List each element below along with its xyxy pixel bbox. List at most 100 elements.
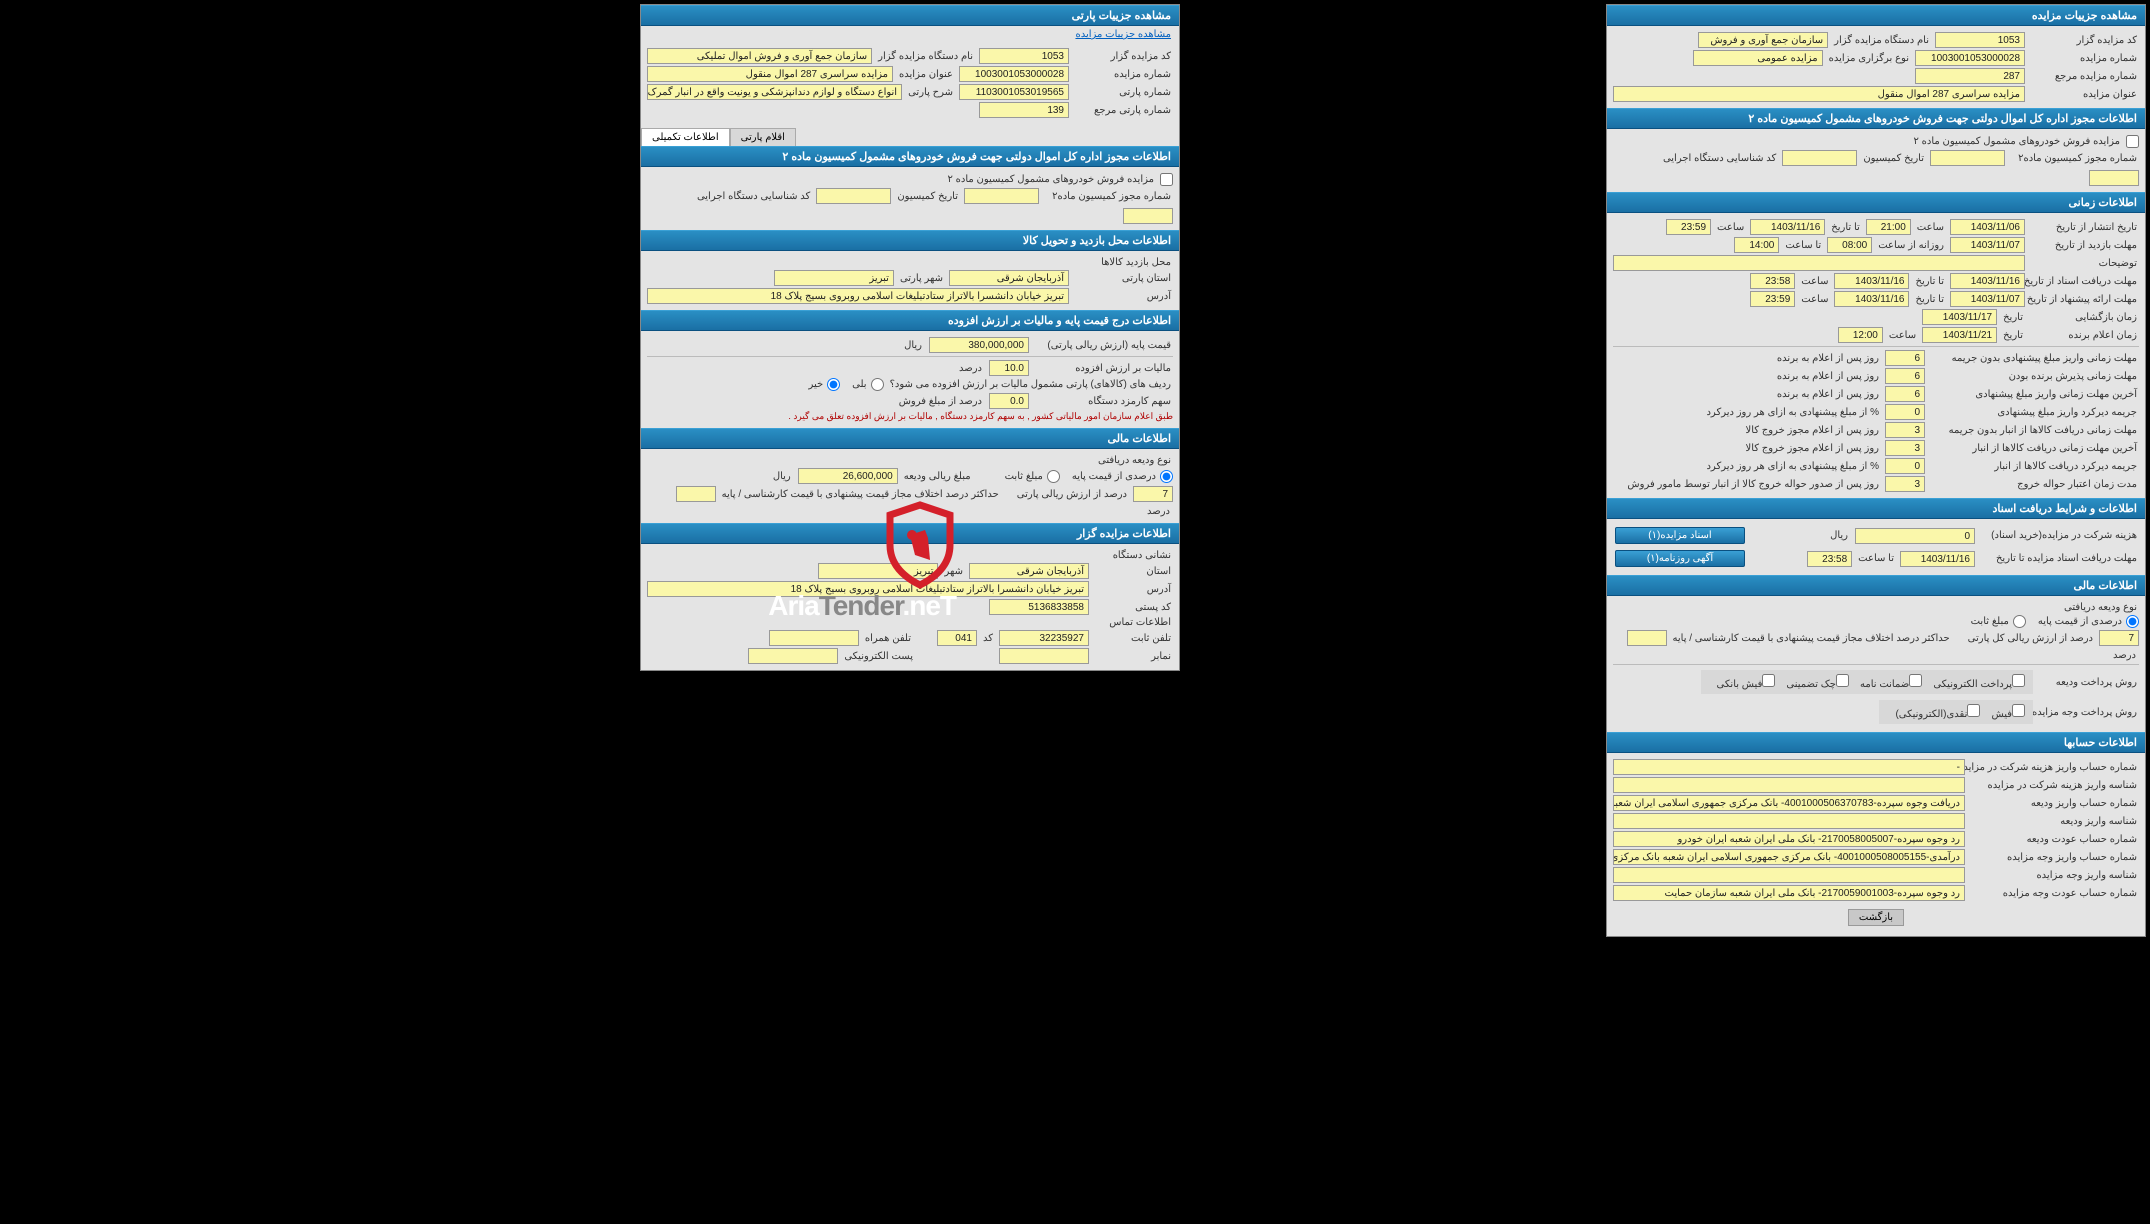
- p-city: تبریز: [774, 270, 894, 286]
- winner-date-prefix: تاریخ: [2001, 330, 2025, 341]
- c-fax: [999, 648, 1089, 664]
- fee-lbl: هزینه شرکت در مزایده(خرید اسناد): [1979, 530, 2139, 541]
- acc6-lbl: شماره حساب واریز وجه مزایده: [1969, 852, 2139, 863]
- to-date-lbl-2: تا تاریخ: [1913, 276, 1946, 287]
- chk-cheque[interactable]: [1836, 674, 1849, 687]
- max-diff-unit: درصد: [2113, 650, 2136, 661]
- dl2: 6: [1885, 368, 1925, 384]
- doc-from: 1403/11/16: [1950, 273, 2025, 289]
- p-no: 1003001053000028: [959, 66, 1069, 82]
- permit-exec-field: [2089, 170, 2139, 186]
- pct-base-radio[interactable]: [2126, 615, 2139, 628]
- publish-from-lbl: تاریخ انتشار از تاریخ: [2029, 222, 2139, 233]
- vat-no-radio[interactable]: [827, 378, 840, 391]
- permit-subject-label: مزایده فروش خودروهای مشمول کمیسیون ماده …: [1911, 136, 2122, 147]
- permit-subject-check[interactable]: [2126, 135, 2139, 148]
- dl7-suffix: % از مبلغ پیشنهادی به ازای هر روز دیرکرد: [1704, 461, 1881, 472]
- acc5-field: رد وجوه سپرده-2170058005007- بانک ملی ای…: [1613, 831, 1965, 847]
- financial-body: نوع ودیعه دریافتی درصدی از قیمت پایه مبل…: [1607, 596, 2145, 732]
- acc7-lbl: شناسه واریز وجه مزایده: [1969, 870, 2139, 881]
- chk-bankslip-lbl: فیش بانکی: [1717, 679, 1763, 690]
- deadline-to-hour: تا ساعت: [1856, 553, 1896, 564]
- acc2-field: [1613, 777, 1965, 793]
- tax-note: طبق اعلام سازمان امور مالیاتی کشور , به …: [788, 411, 1173, 422]
- p-title: مزایده سراسری 287 اموال منقول: [647, 66, 893, 82]
- max-diff-field: [1627, 630, 1667, 646]
- title-field: مزایده سراسری 287 اموال منقول: [1613, 86, 2025, 102]
- p-code: 1053: [979, 48, 1069, 64]
- c-mobile-lbl: تلفن همراه: [863, 633, 913, 644]
- permit-date-field: [1782, 150, 1857, 166]
- visit-from: 1403/11/07: [1950, 237, 2025, 253]
- back-button[interactable]: بازگشت: [1848, 909, 1904, 926]
- bid-to: 1403/11/16: [1834, 291, 1909, 307]
- auction-pay-box: فیش نقدی(الکترونیکی): [1879, 700, 2033, 724]
- c-zip-lbl: کد پستی: [1093, 602, 1173, 613]
- p-permit-check[interactable]: [1160, 173, 1173, 186]
- share-field: 0.0: [989, 393, 1029, 409]
- c-tel: 32235927: [999, 630, 1089, 646]
- p-city-lbl: شهر پارتی: [898, 273, 945, 284]
- auction-details-header: مشاهده جزییات مزایده: [1607, 5, 2145, 26]
- vat-yes-lbl: بلی: [852, 379, 866, 390]
- chk-guarantee[interactable]: [1909, 674, 1922, 687]
- c-province-lbl: استان: [1093, 566, 1173, 577]
- ref-no-field: 287: [1915, 68, 2025, 84]
- winner-date: 1403/11/21: [1922, 327, 1997, 343]
- tab-items[interactable]: اقلام پارتی: [730, 128, 796, 146]
- p-fixed-lbl: مبلغ ثابت: [1005, 471, 1043, 482]
- p-pct-lbl: درصدی از قیمت پایه: [1072, 471, 1156, 482]
- org-label: نام دستگاه مزایده گزار: [1832, 35, 1931, 46]
- ads-button[interactable]: آگهی روزنامه(۱): [1615, 550, 1745, 567]
- permit-date-label: تاریخ کمیسیون: [1861, 153, 1926, 164]
- dl8-lbl: مدت زمان اعتبار حواله خروج: [1929, 479, 2139, 490]
- chk-bankslip[interactable]: [1762, 674, 1775, 687]
- chk-slip[interactable]: [2012, 704, 2025, 717]
- p-fixed-radio[interactable]: [1047, 470, 1060, 483]
- p-price-header: اطلاعات درج قیمت پایه و مالیات بر ارزش ا…: [641, 310, 1179, 331]
- type-field: مزایده عمومی: [1693, 50, 1823, 66]
- dl5: 3: [1885, 422, 1925, 438]
- notes-field: [1613, 255, 2025, 271]
- acc3-lbl: شماره حساب واریز ودیعه: [1969, 798, 2139, 809]
- dl4-suffix: % از مبلغ پیشنهادی به ازای هر روز دیرکرد: [1704, 407, 1881, 418]
- p-no-lbl: شماره مزایده: [1073, 69, 1173, 80]
- fee-unit: ریال: [1830, 530, 1848, 541]
- auction-no-label: شماره مزایده: [2029, 53, 2139, 64]
- auction-details-body: کد مزایده گزار 1053 نام دستگاه مزایده گز…: [1607, 26, 2145, 108]
- p-pct-radio[interactable]: [1160, 470, 1173, 483]
- separator-3: [647, 356, 1173, 357]
- dl7: 0: [1885, 458, 1925, 474]
- to-date-lbl-1: تا تاریخ: [1829, 222, 1862, 233]
- doc-cond-header: اطلاعات و شرایط دریافت اسناد: [1607, 498, 2145, 519]
- p-financial-header: اطلاعات مالی: [641, 428, 1179, 449]
- acc2-lbl: شناسه واریز هزینه شرکت در مزایده: [1969, 780, 2139, 791]
- c-tel-code-lbl: کد: [981, 633, 995, 644]
- dl7-lbl: جریمه دیرکرد دریافت کالاها از انبار: [1929, 461, 2139, 472]
- acc4-lbl: شناسه واریز ودیعه: [1969, 816, 2139, 827]
- dl1-suffix: روز پس از اعلام به برنده: [1775, 353, 1881, 364]
- publish-to: 1403/11/16: [1750, 219, 1825, 235]
- deadline-date: 1403/11/16: [1900, 551, 1975, 567]
- p-pct-suffix: درصد از ارزش ریالی پارتی: [1015, 489, 1129, 500]
- vat-yes-radio[interactable]: [871, 378, 884, 391]
- p-party-no-lbl: شماره پارتی: [1073, 87, 1173, 98]
- c-mobile: [769, 630, 859, 646]
- to-date-lbl-3: تا تاریخ: [1913, 294, 1946, 305]
- chk-epay[interactable]: [2012, 674, 2025, 687]
- view-auction-link[interactable]: مشاهده جزییات مزایده: [1075, 29, 1171, 40]
- vat-unit: درصد: [959, 363, 982, 374]
- logo-text: AriaTender.neT: [768, 590, 956, 622]
- auction-pay-lbl: روش پرداخت وجه مزایده: [2039, 707, 2139, 718]
- p-price-body: قیمت پایه (ارزش ریالی پارتی) 380,000,000…: [641, 331, 1179, 428]
- chk-guarantee-lbl: ضمانت نامه: [1860, 679, 1909, 690]
- tab-details[interactable]: اطلاعات تکمیلی: [641, 128, 730, 146]
- chk-cash[interactable]: [1967, 704, 1980, 717]
- fixed-radio[interactable]: [2013, 615, 2026, 628]
- fee-field: 0: [1855, 528, 1975, 544]
- chk-cheque-lbl: چک تضمینی: [1786, 679, 1836, 690]
- docs-button[interactable]: اسناد مزایده(۱): [1615, 527, 1745, 544]
- code-field: 1053: [1935, 32, 2025, 48]
- vat-q-lbl: ردیف های (کالاهای) پارتی مشمول مالیات بر…: [888, 379, 1173, 390]
- bid-from-lbl: مهلت ارائه پیشنهاد از تاریخ: [2029, 294, 2139, 305]
